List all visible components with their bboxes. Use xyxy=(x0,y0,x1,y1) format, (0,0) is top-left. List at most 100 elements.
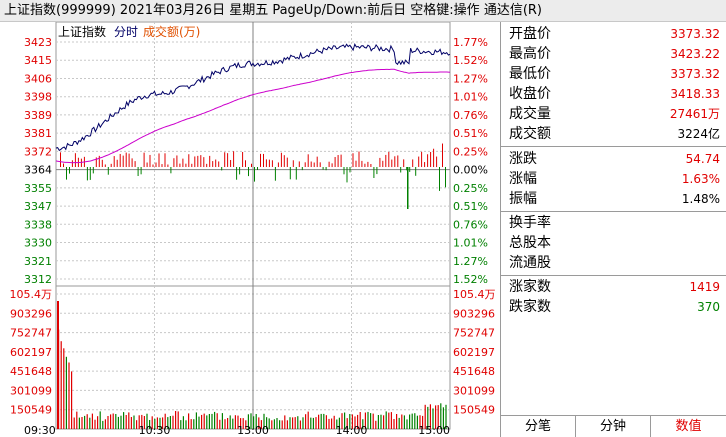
volume-bar-down xyxy=(276,418,278,429)
volume-bar-up xyxy=(162,417,164,429)
advancers-row: 涨家数 1419 xyxy=(509,277,720,297)
volume-bar-down xyxy=(167,417,169,429)
change-bar-up xyxy=(206,163,208,168)
volume-bar-down xyxy=(117,416,119,429)
volume-bar-down xyxy=(432,408,434,429)
volume-bar-down xyxy=(159,417,161,429)
volume-tick-label: 752747 xyxy=(10,327,52,340)
volume-bar-down xyxy=(102,420,104,429)
change-bar-up xyxy=(197,155,199,167)
change-bar-up xyxy=(352,153,354,168)
volume-bar-down xyxy=(268,418,270,429)
change-bar-down xyxy=(322,167,324,170)
volume-bar-up xyxy=(388,412,390,429)
volume-value: 27461万 xyxy=(669,107,720,121)
change-bar-up xyxy=(63,163,64,168)
volume-bar-down xyxy=(320,413,322,429)
volume-bar-up xyxy=(227,418,229,429)
volume-tick-label: 451648 xyxy=(10,365,52,378)
amplitude-row: 振幅 1.48% xyxy=(509,189,720,209)
price-tick-label: 3389 xyxy=(24,109,52,122)
change-bar-up xyxy=(164,153,166,168)
change-bar-down xyxy=(415,167,417,176)
volume-bar-up xyxy=(292,417,294,429)
change-bar-down xyxy=(274,167,276,181)
change-bar-up xyxy=(361,160,363,167)
price-tick-label: 3406 xyxy=(24,72,52,85)
price-tick-label: 3364 xyxy=(24,164,52,177)
amplitude-label: 振幅 xyxy=(509,191,537,207)
change-bar-up xyxy=(161,164,163,167)
volume-bar-up xyxy=(81,417,83,429)
pct-tick-label: 1.01% xyxy=(453,91,488,104)
time-tick-label: 09:30 xyxy=(24,424,56,437)
volume-bar-up xyxy=(318,414,320,429)
volume-bar-down xyxy=(370,413,372,429)
volume-bar-up xyxy=(435,405,437,429)
volume-bar-up xyxy=(294,417,296,429)
change-bar-up xyxy=(146,162,148,168)
tab-ticks[interactable]: 分笔 xyxy=(501,416,576,437)
volume-bar-down xyxy=(208,414,210,429)
volume-bar-up xyxy=(286,420,288,429)
change-bar-up xyxy=(391,159,393,168)
change-bar-up xyxy=(209,155,211,167)
tab-values[interactable]: 数值 xyxy=(675,419,702,434)
total-shares-label: 总股本 xyxy=(509,235,551,251)
info-panel: 开盘价 3373.32 最高价 3423.22 最低价 3373.32 收盘价 3418… xyxy=(500,22,726,415)
volume-bar-up xyxy=(422,415,424,429)
change-bar-up xyxy=(370,164,372,168)
advancers-value: 1419 xyxy=(689,280,720,294)
volume-bar-up xyxy=(86,414,88,429)
volume-tick-label: 150549 xyxy=(10,404,52,417)
volume-bar-down xyxy=(84,415,86,429)
title-text: 上证指数(999999) 2021年03月26日 星期五 PageUp/Down… xyxy=(4,3,542,18)
intraday-chart[interactable]: 3423 1.77% 3415 1.52% 3406 1.27% 3398 1.01% 3389… xyxy=(0,22,500,437)
low-label: 最低价 xyxy=(509,66,551,82)
volume-bar-up xyxy=(63,348,65,429)
volume-bar-down xyxy=(440,403,442,429)
change-bar-up xyxy=(283,155,285,167)
change-bar-down xyxy=(140,167,142,175)
divider xyxy=(501,275,726,276)
pct-tick-label: 1.77% xyxy=(453,36,488,49)
volume-bar-up xyxy=(331,418,333,429)
volume-bar-up xyxy=(359,412,361,429)
volume-tick-label: 752747 xyxy=(453,327,495,340)
price-tick-label: 3330 xyxy=(24,237,52,250)
change-bar-up xyxy=(167,164,169,167)
volume-bar-down xyxy=(99,411,101,429)
volume-tick-label: 451648 xyxy=(453,365,495,378)
tab-minutes[interactable]: 分钟 xyxy=(576,416,651,437)
change-bar-down xyxy=(349,167,351,173)
close-value: 3418.33 xyxy=(670,87,720,101)
volume-bar-down xyxy=(232,418,234,429)
volume-bar-up xyxy=(110,414,112,429)
volume-bar-up xyxy=(68,362,70,429)
volume-bar-up xyxy=(201,414,203,429)
volume-bar-down xyxy=(344,412,346,429)
title-bar: 上证指数(999999) 2021年03月26日 星期五 PageUp/Down… xyxy=(0,0,726,22)
volume-bar-down xyxy=(362,419,364,429)
change-bar-up xyxy=(155,162,157,168)
volume-bar-up xyxy=(325,415,327,429)
change-bar-down xyxy=(407,167,409,209)
float-shares-row: 流通股 xyxy=(509,253,720,273)
change-bar-up xyxy=(176,155,178,167)
change-bar-down xyxy=(221,167,223,171)
axis-labels: 3423 1.77% 3415 1.52% 3406 1.27% 3398 1.01% 3389… xyxy=(10,36,496,437)
change-bar-up xyxy=(364,163,366,168)
volume-bar-up xyxy=(260,420,262,429)
change-bar-up xyxy=(385,154,387,167)
change-bar-up xyxy=(280,152,282,167)
volume-bars xyxy=(57,301,447,429)
volume-bar-up xyxy=(107,416,109,429)
change-bar-up xyxy=(367,161,369,167)
decliners-label: 跌家数 xyxy=(509,299,551,315)
change-bar-up xyxy=(355,160,357,167)
volume-bar-up xyxy=(245,420,247,429)
volume-tick-label: 602197 xyxy=(10,346,52,359)
pct-tick-label: 0.76% xyxy=(453,109,488,122)
price-line xyxy=(55,43,451,152)
pct-tick-label: 0.00% xyxy=(453,164,488,177)
